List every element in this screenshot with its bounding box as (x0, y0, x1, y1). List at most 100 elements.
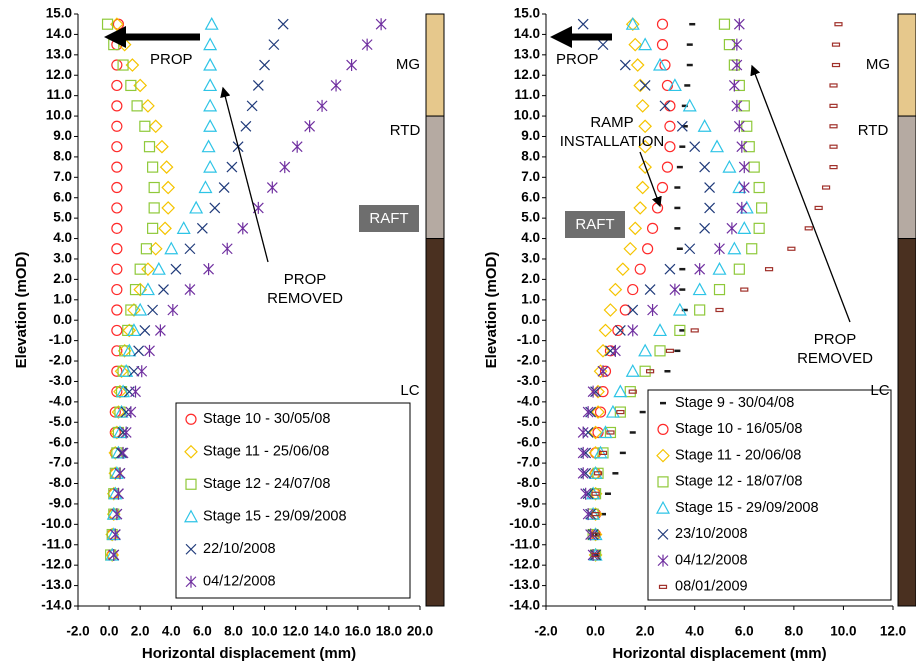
marker (133, 282, 148, 297)
marker (638, 139, 652, 154)
marker (585, 528, 597, 541)
marker (577, 18, 589, 30)
prop-arrow-head (104, 26, 126, 48)
marker (665, 348, 675, 353)
x-tick-label: 8.0 (784, 624, 803, 639)
marker (704, 202, 716, 214)
y-tick-label: 14.0 (46, 26, 72, 41)
marker (628, 37, 643, 52)
marker (582, 406, 594, 419)
marker (599, 365, 612, 377)
marker (126, 323, 141, 337)
x-tick-label: 12.0 (880, 624, 906, 639)
marker (122, 343, 137, 357)
x-tick-label: 20.0 (407, 624, 433, 639)
marker (201, 139, 216, 153)
marker (627, 283, 639, 296)
x-tick-label: 10.0 (251, 624, 277, 639)
marker (638, 119, 652, 134)
marker (259, 59, 270, 71)
marker (151, 261, 166, 275)
marker (591, 512, 600, 517)
y-tick-label: -5.0 (517, 414, 540, 429)
y-tick-label: 10.0 (514, 108, 540, 123)
marker (134, 263, 146, 275)
marker (598, 450, 608, 455)
marker (203, 159, 218, 173)
y-tick-label: -8.0 (517, 475, 540, 490)
y-tick-label: -9.0 (517, 495, 540, 510)
legend-marker (185, 413, 197, 425)
marker (155, 139, 169, 154)
marker (184, 243, 196, 255)
marker (203, 98, 218, 112)
legend-label: Stage 10 - 16/05/08 (675, 421, 802, 437)
stratum (425, 238, 445, 607)
marker (164, 241, 179, 255)
ramp-label: RAMP (590, 114, 633, 131)
marker (646, 222, 659, 234)
x-tick-label: 14.0 (314, 624, 340, 639)
marker (148, 202, 160, 214)
marker (630, 58, 645, 72)
chart: 15.0 14.0 13.0 12.0 11.0 10.0 9.0 8.0 7.0 6.0 5.0 4… (483, 6, 916, 662)
y-tick-label: -13.0 (509, 577, 540, 592)
marker (593, 445, 608, 459)
y-tick-label: -6.0 (49, 434, 72, 449)
x-tick-label: 0.0 (100, 624, 119, 639)
y-tick-label: 2.0 (53, 271, 72, 286)
marker (112, 487, 124, 500)
marker (176, 221, 191, 234)
marker (727, 241, 742, 255)
y-tick-label: -1.0 (517, 332, 540, 347)
marker (616, 409, 625, 415)
marker (129, 283, 142, 296)
marker (623, 241, 638, 256)
marker (580, 447, 592, 459)
marker (738, 161, 750, 174)
marker (829, 124, 838, 129)
y-tick-label: -3.0 (517, 373, 540, 388)
marker (111, 508, 123, 521)
marker (733, 79, 745, 92)
marker (728, 59, 740, 71)
y-axis-title: Elevation (mOD) (483, 252, 500, 369)
marker (615, 262, 630, 277)
marker (587, 529, 599, 540)
marker (203, 57, 218, 71)
legend-marker (657, 423, 669, 435)
x-tick-label: 16.0 (345, 624, 371, 639)
y-tick-label: -14.0 (41, 598, 72, 613)
marker (625, 17, 640, 32)
marker (597, 386, 609, 398)
marker (590, 386, 601, 398)
marker (598, 425, 613, 439)
x-tick-label: -2.0 (66, 624, 89, 639)
marker (105, 547, 120, 561)
legend: Stage 10 - 30/05/08 Stage 11 - 25/06/08 St… (175, 402, 411, 599)
marker (690, 328, 699, 333)
marker (733, 263, 745, 275)
x-tick-label: 12.0 (282, 624, 308, 639)
marker (645, 369, 655, 374)
marker (141, 262, 155, 277)
marker (136, 365, 148, 378)
y-axis-title: Elevation (mOD) (13, 252, 30, 369)
marker (130, 385, 141, 398)
marker (111, 365, 123, 377)
marker (787, 246, 796, 251)
marker (240, 120, 252, 132)
marker (635, 180, 650, 195)
marker (158, 221, 172, 236)
marker (189, 200, 204, 214)
marker (728, 79, 740, 92)
marker (764, 267, 774, 272)
y-tick-label: -9.0 (49, 495, 72, 510)
legend-label: Stage 11 - 25/06/08 (203, 444, 329, 460)
marker (580, 467, 592, 479)
marker (627, 304, 639, 316)
marker (689, 141, 701, 153)
x-tick-label: -2.0 (534, 624, 557, 639)
y-tick-label: 3.0 (521, 251, 540, 266)
marker (831, 62, 841, 68)
